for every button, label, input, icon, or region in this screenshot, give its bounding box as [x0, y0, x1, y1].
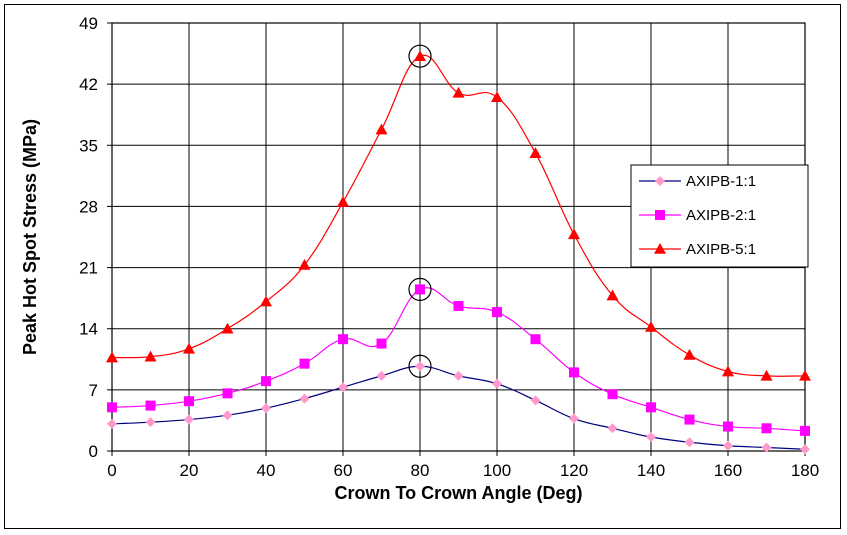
y-tick-label: 35 — [79, 136, 98, 155]
x-tick-label: 100 — [483, 461, 511, 480]
data-point — [491, 91, 503, 103]
x-tick-label: 60 — [334, 461, 353, 480]
data-point — [145, 400, 156, 411]
data-point — [606, 289, 619, 301]
series-axipb-2-1 — [107, 284, 810, 436]
y-tick-label: 49 — [79, 14, 98, 33]
y-tick-label: 0 — [89, 442, 98, 461]
legend-item: AXIPB-1:1 — [639, 173, 756, 190]
data-point — [568, 228, 580, 240]
legend-label: AXIPB-1:1 — [686, 173, 756, 190]
x-tick-label: 120 — [560, 461, 588, 480]
data-point — [722, 365, 734, 377]
y-tick-label: 14 — [79, 320, 98, 339]
x-tick-label: 0 — [107, 461, 116, 480]
x-tick-label: 20 — [180, 461, 199, 480]
y-tick-label: 21 — [79, 259, 98, 278]
data-point — [684, 437, 695, 448]
data-point — [654, 243, 666, 254]
series-axipb-1-1 — [107, 361, 810, 455]
data-point — [453, 370, 464, 381]
data-point — [260, 295, 272, 307]
data-point — [530, 334, 541, 345]
highlight-circle — [408, 44, 432, 68]
data-point — [184, 396, 194, 407]
data-point — [723, 421, 733, 432]
data-point — [337, 196, 349, 207]
y-axis-ticks: 0 7 14 21 28 35 42 49 — [79, 14, 112, 461]
data-point — [723, 440, 733, 451]
data-point — [415, 361, 425, 372]
legend-item: AXIPB-5:1 — [639, 241, 756, 258]
data-point — [261, 403, 271, 414]
data-point — [655, 176, 665, 186]
y-axis-title: Peak Hot Spot Stress (MPa) — [20, 119, 40, 355]
data-point — [799, 369, 811, 381]
data-point — [338, 382, 348, 393]
data-point — [376, 370, 387, 381]
series-group — [106, 50, 811, 455]
y-tick-label: 7 — [89, 381, 98, 400]
data-point — [684, 414, 695, 425]
legend-label: AXIPB-2:1 — [686, 207, 756, 224]
data-point — [452, 86, 465, 98]
data-point — [184, 414, 194, 425]
legend-label: AXIPB-5:1 — [686, 241, 756, 258]
highlight-circle — [408, 354, 432, 378]
data-point — [106, 351, 118, 363]
data-point — [530, 395, 541, 406]
data-point — [145, 417, 156, 428]
series-axipb-5-1 — [106, 50, 811, 381]
data-point — [645, 320, 657, 332]
highlight-circle — [408, 277, 432, 302]
y-tick-label: 42 — [79, 75, 98, 94]
data-point — [299, 358, 310, 369]
data-point — [800, 444, 810, 455]
y-tick-label: 28 — [79, 197, 98, 216]
data-point — [492, 307, 502, 318]
data-point — [761, 423, 772, 434]
data-point — [183, 342, 195, 354]
data-point — [222, 410, 233, 421]
data-point — [492, 378, 502, 389]
data-point — [414, 50, 426, 61]
x-tick-label: 40 — [257, 461, 276, 480]
data-point — [800, 425, 810, 436]
data-point — [375, 123, 388, 135]
x-tick-label: 80 — [411, 461, 430, 480]
data-point — [376, 338, 387, 349]
data-point — [683, 348, 696, 360]
data-point — [569, 367, 579, 378]
data-point — [607, 389, 618, 400]
x-axis-title: Crown To Crown Angle (Deg) — [335, 483, 583, 503]
x-tick-label: 140 — [637, 461, 665, 480]
data-point — [222, 388, 233, 399]
legend: AXIPB-1:1 AXIPB-2:1 AXIPB-5:1 — [630, 164, 809, 268]
data-point — [221, 322, 234, 334]
data-point — [760, 369, 773, 381]
data-point — [655, 210, 665, 220]
legend-items: AXIPB-1:1 AXIPB-2:1 AXIPB-5:1 — [639, 173, 756, 258]
data-point — [107, 402, 117, 413]
data-point — [261, 376, 271, 387]
data-point — [338, 334, 348, 345]
data-point — [107, 418, 117, 429]
data-point — [415, 284, 425, 295]
data-point — [299, 393, 310, 404]
data-point — [646, 402, 656, 413]
data-point — [144, 350, 157, 362]
x-axis-ticks: 0 20 40 60 80 100 120 140 160 180 — [107, 451, 819, 480]
data-point — [607, 423, 618, 434]
data-point — [529, 147, 542, 158]
data-point — [761, 442, 772, 453]
legend-item: AXIPB-2:1 — [639, 207, 756, 224]
x-tick-label: 160 — [714, 461, 742, 480]
data-point — [646, 432, 656, 443]
data-point — [453, 301, 464, 312]
data-point — [298, 258, 311, 270]
data-point — [569, 413, 579, 424]
highlight-circles — [408, 44, 432, 378]
x-tick-label: 180 — [791, 461, 819, 480]
